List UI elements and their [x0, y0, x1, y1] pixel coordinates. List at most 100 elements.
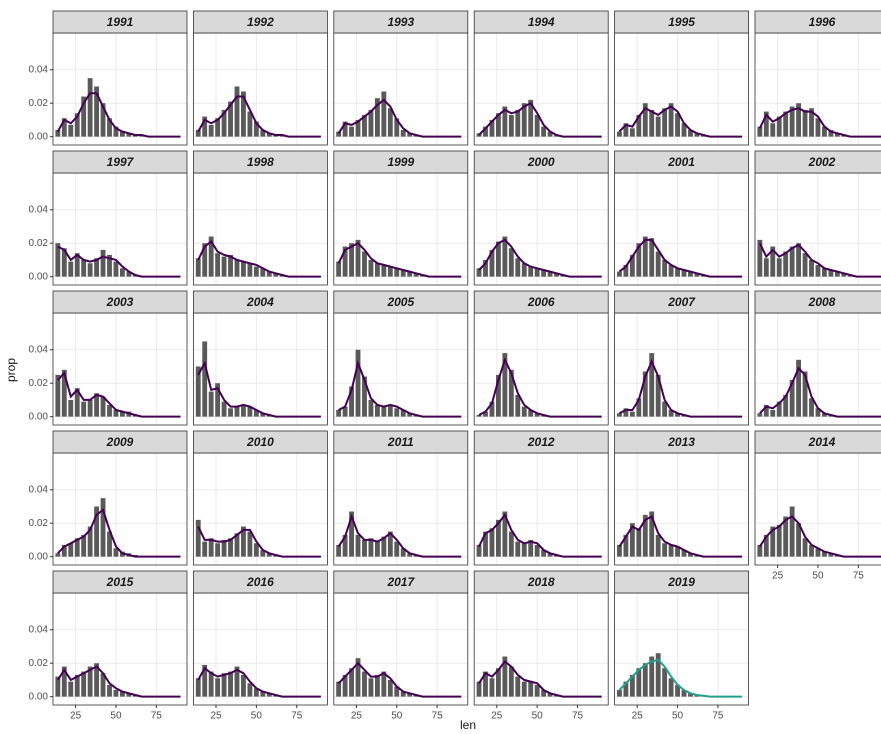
bar: [495, 374, 501, 417]
bar: [94, 86, 100, 137]
bar: [126, 133, 132, 137]
bar: [234, 406, 240, 417]
bar: [508, 369, 514, 417]
y-tick-label: 0.02: [29, 658, 49, 669]
bar: [668, 264, 674, 277]
bar: [789, 379, 795, 417]
bar: [528, 409, 534, 417]
bar: [81, 401, 87, 417]
fit-line: [478, 357, 602, 418]
bar: [221, 401, 227, 417]
bar: [68, 681, 74, 697]
bar: [336, 681, 342, 697]
bar: [809, 544, 814, 557]
bar: [763, 111, 769, 137]
bar: [208, 391, 214, 417]
bar: [260, 691, 266, 697]
fit-line: [478, 660, 602, 698]
strip: [192, 570, 328, 594]
bar: [476, 681, 482, 697]
y-tick-label: 0.02: [29, 518, 49, 529]
bar: [87, 78, 93, 137]
strip-title: 1999: [387, 155, 414, 169]
bar: [554, 273, 559, 277]
strip-title: 2009: [106, 435, 134, 449]
bar: [342, 121, 348, 137]
bar: [221, 539, 227, 557]
bar: [776, 401, 782, 417]
bar: [407, 693, 413, 697]
strip-title: 2014: [808, 435, 836, 449]
bar: [355, 239, 361, 277]
bar: [541, 689, 547, 697]
strip: [52, 430, 188, 454]
bar: [757, 544, 763, 557]
bar: [508, 248, 514, 277]
fit-line: [197, 360, 321, 418]
x-tick-label: 25: [491, 711, 503, 722]
bar: [802, 371, 808, 417]
bar: [822, 268, 827, 277]
strip: [192, 150, 328, 174]
bar: [495, 241, 501, 277]
bar: [534, 684, 540, 697]
bar: [61, 544, 67, 557]
bar: [489, 528, 495, 557]
bar: [407, 413, 413, 417]
bar: [253, 543, 259, 557]
bar: [668, 103, 674, 137]
bar: [636, 668, 642, 697]
bar: [649, 511, 655, 557]
bar: [502, 656, 508, 697]
fit-line: [618, 358, 743, 418]
panel: 1991 0.00 0.02 0.04: [29, 10, 188, 146]
bar: [815, 548, 821, 557]
bar: [266, 271, 272, 277]
bar: [675, 268, 680, 277]
bar: [68, 543, 74, 557]
bar: [757, 239, 763, 277]
bar: [208, 538, 214, 557]
bar: [515, 676, 521, 697]
bar: [362, 376, 367, 417]
bar: [381, 671, 387, 697]
bar: [342, 406, 348, 417]
fit-line: [759, 366, 881, 418]
bar: [623, 681, 629, 697]
panel: 1994: [473, 10, 609, 146]
fit-line: [338, 359, 462, 418]
y-tick-label: 0.04: [29, 64, 49, 75]
bar: [234, 666, 240, 697]
bar: [253, 688, 259, 697]
panel: 2006: [473, 290, 609, 426]
bar: [547, 271, 553, 277]
bar: [834, 133, 840, 137]
y-tick-label: 0.00: [29, 131, 49, 142]
bar: [763, 404, 769, 417]
bar: [623, 123, 629, 137]
fit-line: [758, 242, 881, 278]
bar: [260, 549, 266, 557]
y-tick-label: 0.00: [29, 691, 49, 702]
y-tick-label: 0.04: [29, 624, 49, 635]
bar: [94, 393, 100, 417]
strip: [333, 10, 469, 34]
bar: [234, 533, 240, 557]
strip-title: 1998: [247, 155, 274, 169]
bar: [662, 108, 668, 137]
bar: [362, 539, 367, 557]
strip: [52, 10, 188, 34]
bar: [374, 98, 380, 137]
bar: [476, 414, 482, 417]
bar: [789, 106, 795, 137]
bar: [534, 114, 540, 137]
bar: [629, 674, 635, 697]
bar: [368, 109, 374, 137]
bar: [100, 249, 106, 277]
bar: [394, 408, 400, 417]
strip-title: 2016: [246, 575, 274, 589]
bar: [247, 111, 253, 137]
fit-line: [618, 515, 743, 558]
bar: [642, 236, 648, 277]
bar: [400, 129, 406, 137]
